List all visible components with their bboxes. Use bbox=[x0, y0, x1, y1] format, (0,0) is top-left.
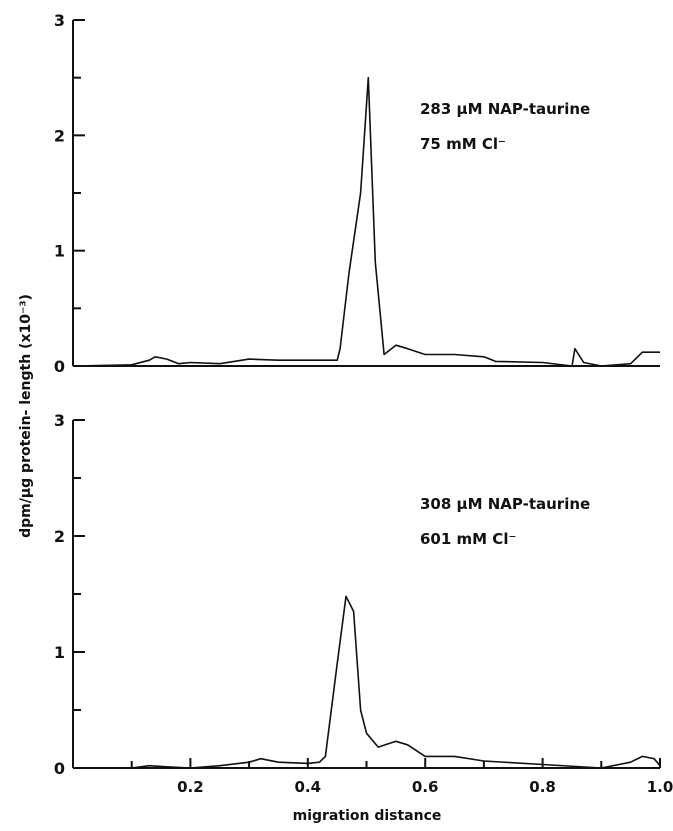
y-tick-label: 2 bbox=[54, 527, 65, 546]
panel-top-annotation-line1: 283 µM NAP-taurine bbox=[420, 100, 591, 118]
panel-bottom-annotation-line1: 308 µM NAP-taurine bbox=[420, 495, 591, 513]
x-tick-label: 0.6 bbox=[412, 778, 439, 796]
x-tick-label: 1.0 bbox=[647, 778, 673, 796]
x-tick-label: 0.8 bbox=[529, 778, 556, 796]
panel-top-annotation-line2: 75 mM Cl⁻ bbox=[420, 135, 506, 153]
y-tick-label: 3 bbox=[54, 11, 65, 30]
x-axis-label: migration distance bbox=[292, 808, 442, 824]
y-tick-label: 0 bbox=[54, 759, 65, 778]
x-axis-ticks: 0.2 0.4 0.6 0.8 1.0 bbox=[130, 758, 673, 796]
series-line bbox=[73, 595, 661, 769]
panel-bottom: 0 1 2 3 bbox=[54, 411, 661, 778]
series-line bbox=[72, 76, 660, 367]
y-tick-label: 2 bbox=[54, 126, 65, 145]
y-tick-label: 1 bbox=[54, 643, 65, 662]
x-tick-label: 0.2 bbox=[177, 778, 204, 796]
y-tick-label: 3 bbox=[54, 411, 65, 430]
panel-top: 0 1 2 3 bbox=[54, 11, 660, 376]
y-tick-label: 0 bbox=[54, 357, 65, 376]
panel-bottom-annotation-line2: 601 mM Cl⁻ bbox=[420, 530, 517, 548]
y-axis-label: dpm/µg protein- length (x10⁻³) bbox=[18, 294, 34, 538]
x-tick-label: 0.4 bbox=[295, 778, 322, 796]
y-tick-label: 1 bbox=[54, 242, 65, 261]
